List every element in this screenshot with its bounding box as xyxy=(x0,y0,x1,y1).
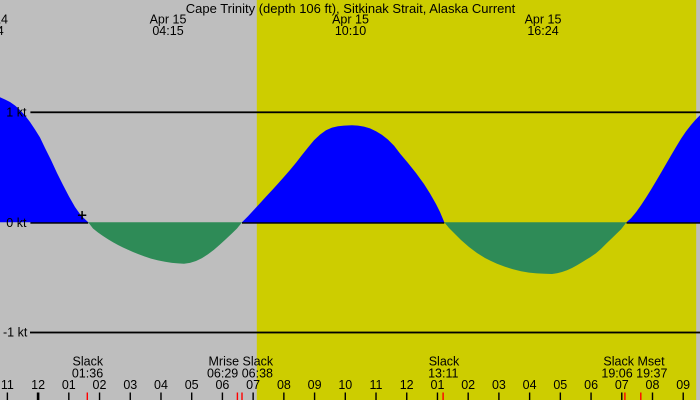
svg-text:10:10: 10:10 xyxy=(335,24,366,38)
svg-text:Slack Mset: Slack Mset xyxy=(603,355,665,369)
svg-text:12: 12 xyxy=(31,378,45,392)
svg-text:Apr 14: Apr 14 xyxy=(0,12,8,26)
svg-text:06: 06 xyxy=(584,378,598,392)
svg-text:04:15: 04:15 xyxy=(152,24,183,38)
svg-text:13:11: 13:11 xyxy=(428,367,458,381)
svg-text:22:14: 22:14 xyxy=(0,24,4,38)
svg-text:06: 06 xyxy=(215,378,229,392)
svg-text:1 kt: 1 kt xyxy=(6,106,27,120)
svg-text:Slack: Slack xyxy=(73,355,104,369)
svg-text:Cape Trinity (depth 106 ft), S: Cape Trinity (depth 106 ft), Sitkinak St… xyxy=(186,1,516,16)
svg-text:04: 04 xyxy=(154,378,168,392)
svg-text:05: 05 xyxy=(553,378,567,392)
svg-text:01: 01 xyxy=(431,378,445,392)
svg-text:-1 kt: -1 kt xyxy=(3,326,28,340)
svg-text:Mrise Slack: Mrise Slack xyxy=(209,355,274,369)
svg-text:08: 08 xyxy=(277,378,291,392)
svg-text:Apr 15: Apr 15 xyxy=(332,12,369,26)
svg-text:01:36: 01:36 xyxy=(72,367,103,381)
svg-text:02: 02 xyxy=(461,378,475,392)
svg-text:10: 10 xyxy=(338,378,352,392)
svg-text:Slack: Slack xyxy=(429,355,460,369)
svg-text:0 kt: 0 kt xyxy=(6,216,27,230)
svg-text:02: 02 xyxy=(93,378,107,392)
svg-text:09: 09 xyxy=(676,378,690,392)
svg-text:07: 07 xyxy=(246,378,260,392)
svg-text:19:06 19:37: 19:06 19:37 xyxy=(601,367,667,381)
svg-text:11: 11 xyxy=(370,378,383,392)
svg-text:08: 08 xyxy=(646,378,660,392)
svg-text:09: 09 xyxy=(308,378,322,392)
svg-text:07: 07 xyxy=(615,378,629,392)
svg-text:11: 11 xyxy=(1,378,14,392)
svg-text:16:24: 16:24 xyxy=(527,24,558,38)
svg-text:05: 05 xyxy=(185,378,199,392)
svg-text:12: 12 xyxy=(400,378,414,392)
svg-text:03: 03 xyxy=(492,378,506,392)
svg-text:04: 04 xyxy=(523,378,537,392)
svg-text:06:29 06:38: 06:29 06:38 xyxy=(207,367,273,381)
svg-text:03: 03 xyxy=(123,378,137,392)
svg-text:01: 01 xyxy=(62,378,76,392)
svg-text:Apr 15: Apr 15 xyxy=(150,12,187,26)
svg-text:Apr 15: Apr 15 xyxy=(525,12,562,26)
